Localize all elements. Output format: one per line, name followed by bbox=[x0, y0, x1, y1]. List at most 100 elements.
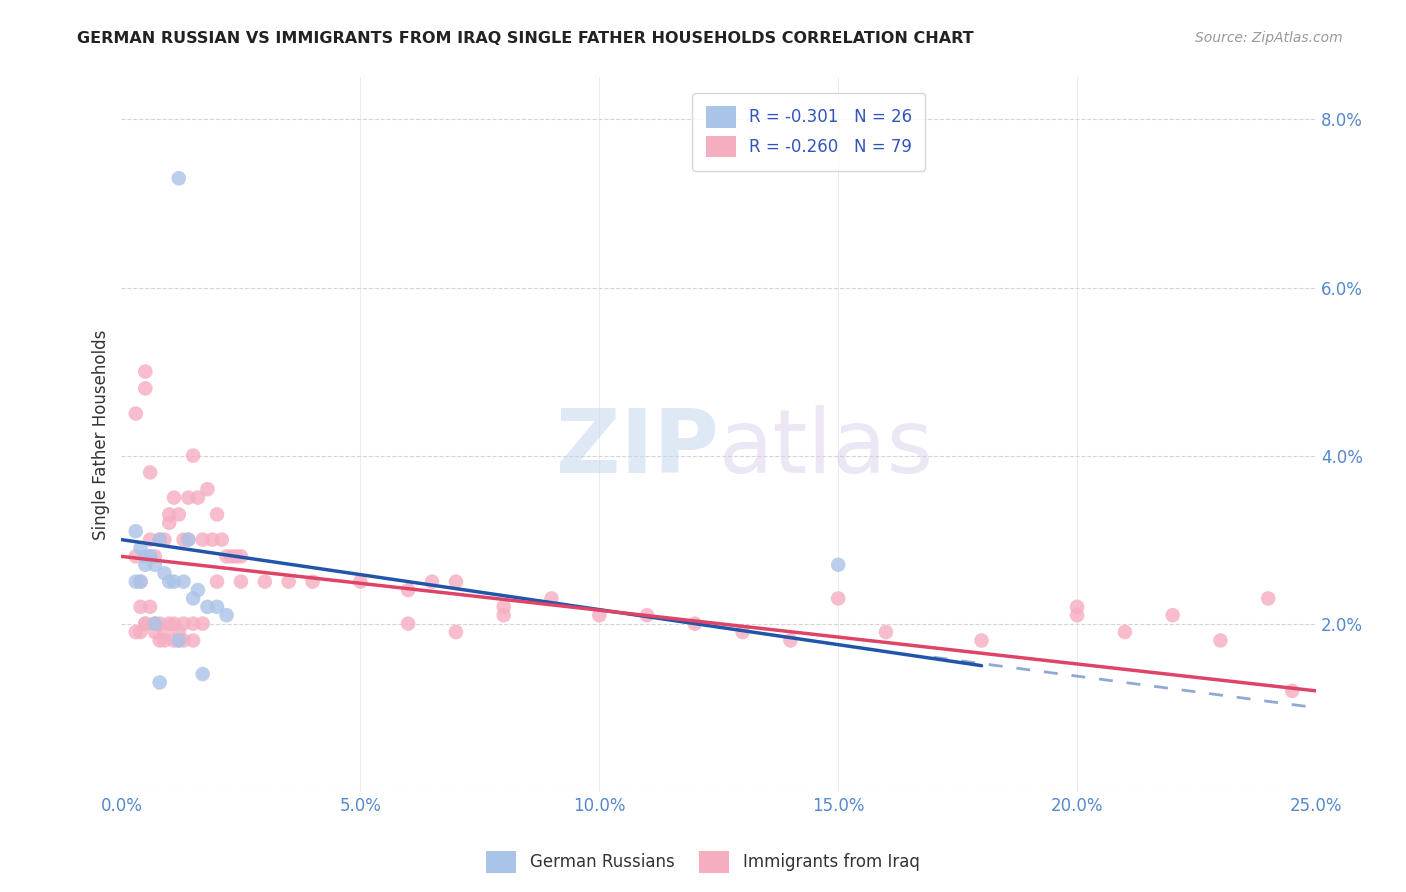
Point bbox=[349, 574, 371, 589]
Point bbox=[201, 533, 224, 547]
Text: GERMAN RUSSIAN VS IMMIGRANTS FROM IRAQ SINGLE FATHER HOUSEHOLDS CORRELATION CHAR: GERMAN RUSSIAN VS IMMIGRANTS FROM IRAQ S… bbox=[77, 31, 974, 46]
Point bbox=[225, 549, 247, 564]
Point bbox=[157, 616, 180, 631]
Point bbox=[125, 549, 148, 564]
Point bbox=[129, 574, 152, 589]
Point bbox=[134, 616, 156, 631]
Point bbox=[157, 574, 180, 589]
Point bbox=[129, 599, 152, 614]
Point bbox=[173, 616, 195, 631]
Point bbox=[1257, 591, 1279, 606]
Legend: German Russians, Immigrants from Iraq: German Russians, Immigrants from Iraq bbox=[479, 845, 927, 880]
Point bbox=[1066, 599, 1088, 614]
Point bbox=[177, 533, 200, 547]
Point bbox=[301, 574, 323, 589]
Point bbox=[129, 574, 152, 589]
Point bbox=[492, 608, 515, 623]
Point bbox=[492, 599, 515, 614]
Point bbox=[143, 558, 166, 572]
Point bbox=[143, 616, 166, 631]
Point bbox=[139, 549, 162, 564]
Point bbox=[396, 582, 419, 597]
Point bbox=[181, 449, 204, 463]
Point bbox=[191, 667, 214, 681]
Point bbox=[1114, 625, 1136, 640]
Point bbox=[163, 633, 186, 648]
Text: Source: ZipAtlas.com: Source: ZipAtlas.com bbox=[1195, 31, 1343, 45]
Point bbox=[177, 491, 200, 505]
Point bbox=[187, 491, 209, 505]
Point bbox=[153, 625, 176, 640]
Point bbox=[143, 616, 166, 631]
Point bbox=[149, 633, 172, 648]
Point bbox=[167, 625, 190, 640]
Point bbox=[173, 574, 195, 589]
Point bbox=[125, 407, 148, 421]
Point bbox=[191, 533, 214, 547]
Point bbox=[134, 365, 156, 379]
Point bbox=[157, 508, 180, 522]
Point bbox=[277, 574, 299, 589]
Point bbox=[153, 566, 176, 581]
Point bbox=[149, 533, 172, 547]
Point bbox=[779, 633, 801, 648]
Point bbox=[205, 574, 228, 589]
Point bbox=[149, 533, 172, 547]
Point bbox=[215, 549, 238, 564]
Point bbox=[636, 608, 658, 623]
Text: atlas: atlas bbox=[718, 405, 934, 492]
Point bbox=[444, 574, 467, 589]
Point bbox=[205, 599, 228, 614]
Point bbox=[215, 608, 238, 623]
Point bbox=[157, 516, 180, 530]
Point bbox=[153, 633, 176, 648]
Point bbox=[211, 533, 233, 547]
Point bbox=[731, 625, 754, 640]
Text: ZIP: ZIP bbox=[555, 405, 718, 492]
Point bbox=[163, 491, 186, 505]
Point bbox=[229, 549, 252, 564]
Point bbox=[588, 608, 610, 623]
Point bbox=[1281, 684, 1303, 698]
Point bbox=[163, 574, 186, 589]
Point bbox=[167, 171, 190, 186]
Point bbox=[683, 616, 706, 631]
Point bbox=[139, 599, 162, 614]
Point bbox=[1066, 608, 1088, 623]
Point bbox=[163, 616, 186, 631]
Point bbox=[540, 591, 562, 606]
Point bbox=[191, 616, 214, 631]
Point bbox=[143, 625, 166, 640]
Point bbox=[173, 533, 195, 547]
Point bbox=[187, 582, 209, 597]
Point bbox=[167, 508, 190, 522]
Point bbox=[229, 574, 252, 589]
Point bbox=[129, 625, 152, 640]
Point bbox=[396, 616, 419, 631]
Point bbox=[167, 633, 190, 648]
Point bbox=[253, 574, 276, 589]
Y-axis label: Single Father Households: Single Father Households bbox=[93, 329, 110, 540]
Point bbox=[827, 591, 849, 606]
Point bbox=[970, 633, 993, 648]
Point bbox=[139, 466, 162, 480]
Point bbox=[129, 541, 152, 555]
Point bbox=[181, 591, 204, 606]
Point bbox=[221, 549, 243, 564]
Point bbox=[444, 625, 467, 640]
Point bbox=[1209, 633, 1232, 648]
Point bbox=[149, 675, 172, 690]
Point bbox=[827, 558, 849, 572]
Point bbox=[139, 549, 162, 564]
Point bbox=[134, 616, 156, 631]
Point bbox=[875, 625, 897, 640]
Point bbox=[167, 633, 190, 648]
Point bbox=[143, 549, 166, 564]
Point bbox=[205, 508, 228, 522]
Point bbox=[134, 558, 156, 572]
Point bbox=[197, 482, 219, 496]
Point bbox=[125, 574, 148, 589]
Point bbox=[1161, 608, 1184, 623]
Point bbox=[149, 616, 172, 631]
Point bbox=[181, 633, 204, 648]
